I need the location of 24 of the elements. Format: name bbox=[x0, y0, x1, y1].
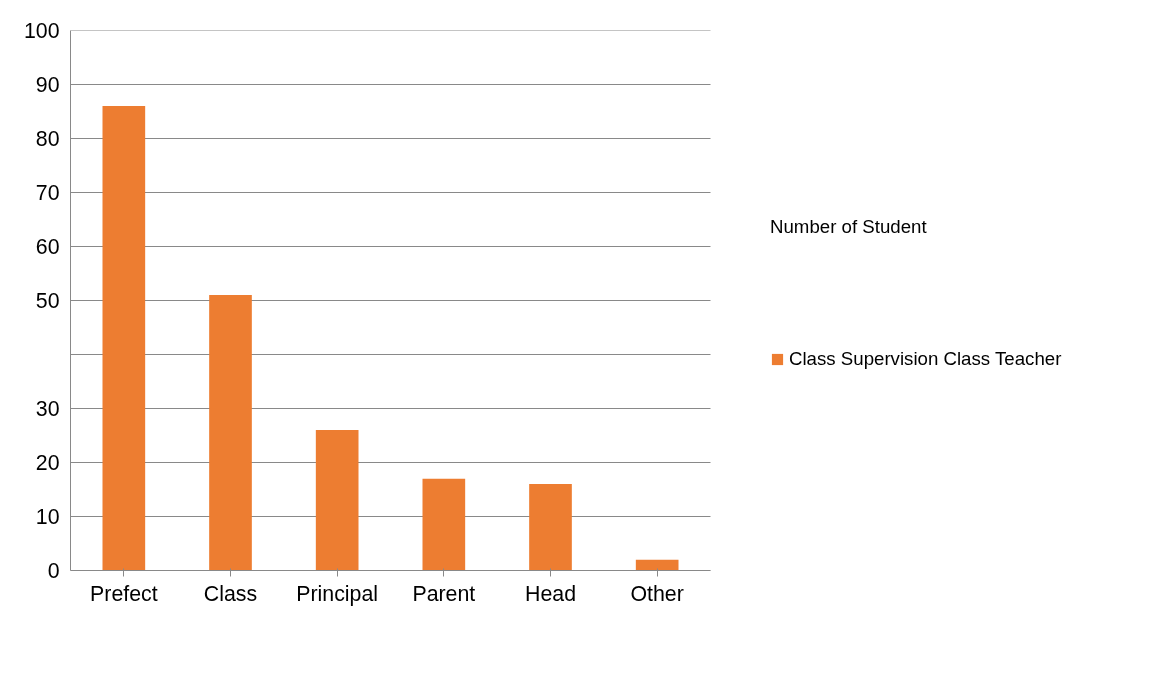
x-tick-label: Class bbox=[203, 581, 258, 606]
y-tick-label: 100 bbox=[23, 19, 60, 43]
bar bbox=[422, 478, 466, 571]
bar bbox=[209, 295, 252, 571]
y-tick-label: 50 bbox=[35, 289, 60, 313]
y-tick-label: 20 bbox=[35, 451, 60, 475]
bar bbox=[102, 106, 146, 571]
bar bbox=[315, 430, 359, 571]
bar bbox=[529, 484, 572, 571]
bar bbox=[635, 559, 679, 571]
x-tick-label: Head bbox=[525, 581, 577, 606]
y-tick-label: 90 bbox=[35, 73, 60, 97]
x-tick-label: Principal bbox=[296, 581, 379, 606]
y-tick-label: 0 bbox=[47, 559, 60, 583]
y-tick-label: 80 bbox=[35, 127, 60, 151]
x-tick-label: Parent bbox=[412, 581, 476, 606]
y-tick-label: 30 bbox=[35, 397, 60, 421]
x-tick-label: Other bbox=[630, 581, 684, 606]
x-tick-label: Prefect bbox=[90, 581, 158, 606]
legend-label: Class Supervision Class Teacher bbox=[789, 348, 1062, 370]
y-tick-label: 60 bbox=[35, 235, 60, 259]
legend-title: Number of Student bbox=[770, 216, 928, 238]
y-tick-label: 70 bbox=[35, 181, 60, 205]
y-tick-label: 10 bbox=[35, 505, 60, 529]
